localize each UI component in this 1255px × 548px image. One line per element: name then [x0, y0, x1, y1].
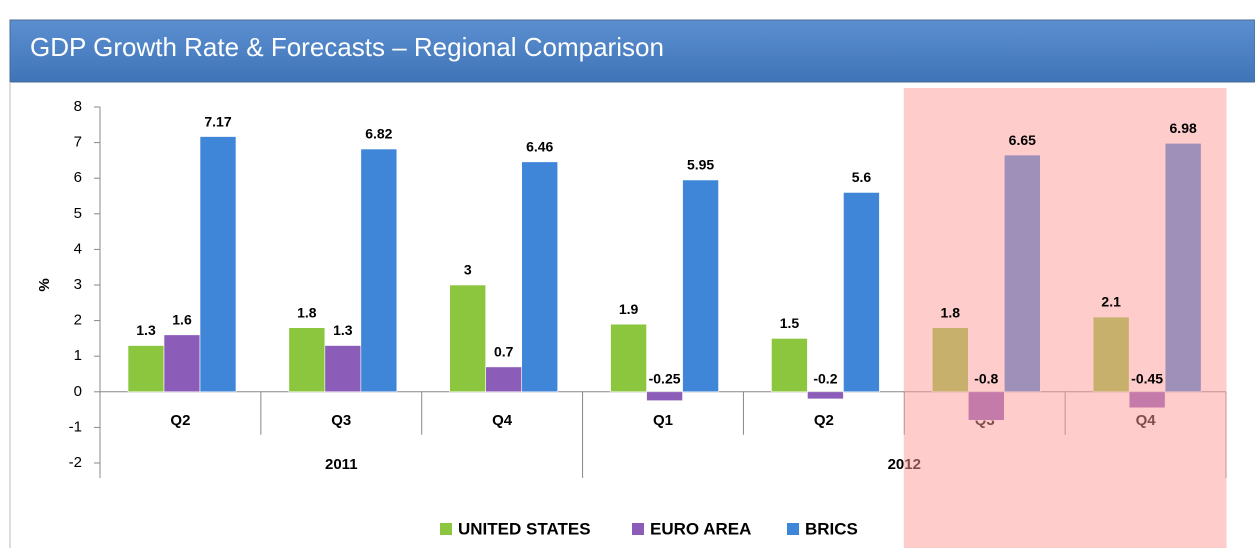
value-label: 5.6 [852, 169, 872, 185]
legend-label: UNITED STATES [458, 519, 591, 538]
value-label: -0.45 [1131, 371, 1163, 387]
value-label: 2.1 [1101, 294, 1121, 310]
x-tick-label: Q4 [492, 412, 513, 429]
bar [288, 327, 326, 393]
y-tick-label: 8 [74, 98, 82, 115]
x-tick-label: Q1 [653, 412, 673, 429]
bar [163, 334, 201, 393]
y-tick-label: -2 [69, 454, 82, 471]
y-tick-label: 6 [74, 169, 82, 186]
value-label: 3 [464, 262, 472, 278]
value-label: 1.9 [619, 301, 639, 317]
legend-label: BRICS [805, 519, 858, 538]
value-label: -0.2 [813, 371, 837, 387]
value-label: 6.82 [365, 126, 392, 142]
y-tick-label: 5 [74, 205, 82, 222]
value-label: 6.98 [1170, 120, 1197, 136]
value-label: 1.3 [136, 322, 156, 338]
value-label: 5.95 [687, 157, 714, 173]
group-label: 2011 [325, 456, 358, 473]
legend-swatch [632, 523, 644, 535]
legend-label: EURO AREA [650, 519, 751, 538]
legend-swatch [440, 523, 452, 535]
value-label: 1.3 [333, 322, 353, 338]
bar [324, 345, 362, 393]
value-label: 6.65 [1009, 132, 1036, 148]
value-label: 7.17 [204, 113, 231, 129]
y-tick-label: 7 [74, 134, 82, 151]
legend-swatch [787, 523, 799, 535]
bar [771, 338, 808, 393]
x-tick-label: Q2 [170, 412, 190, 429]
y-tick-label: 0 [74, 383, 82, 400]
value-label: 1.5 [780, 315, 800, 331]
y-tick-label: 1 [74, 347, 82, 364]
value-label: 1.8 [297, 304, 317, 320]
value-label: -0.8 [974, 371, 998, 387]
bar [449, 284, 487, 393]
y-tick-label: 2 [74, 312, 82, 329]
value-label: 0.7 [494, 344, 514, 360]
value-label: 1.8 [941, 304, 961, 320]
bar [360, 148, 398, 393]
value-label: -0.25 [649, 371, 681, 387]
x-tick-label: Q3 [331, 412, 351, 429]
bar [127, 345, 165, 393]
title-bar [9, 19, 1255, 83]
bar [646, 391, 683, 401]
y-tick-label: 4 [74, 240, 82, 257]
y-tick-label: -1 [69, 418, 82, 435]
value-label: 6.46 [526, 139, 553, 155]
bar [682, 179, 719, 393]
bar [485, 366, 523, 393]
y-tick-label: 3 [74, 276, 82, 293]
bar [521, 161, 559, 393]
value-label: 1.6 [172, 312, 192, 328]
bar [807, 391, 844, 400]
x-tick-label: Q2 [814, 412, 834, 429]
bar [843, 192, 880, 393]
y-axis-label: % [36, 278, 53, 291]
bar [610, 323, 647, 393]
forecast-highlight [903, 88, 1227, 548]
chart-title: GDP Growth Rate & Forecasts – Regional C… [30, 32, 664, 62]
bar [199, 136, 237, 393]
